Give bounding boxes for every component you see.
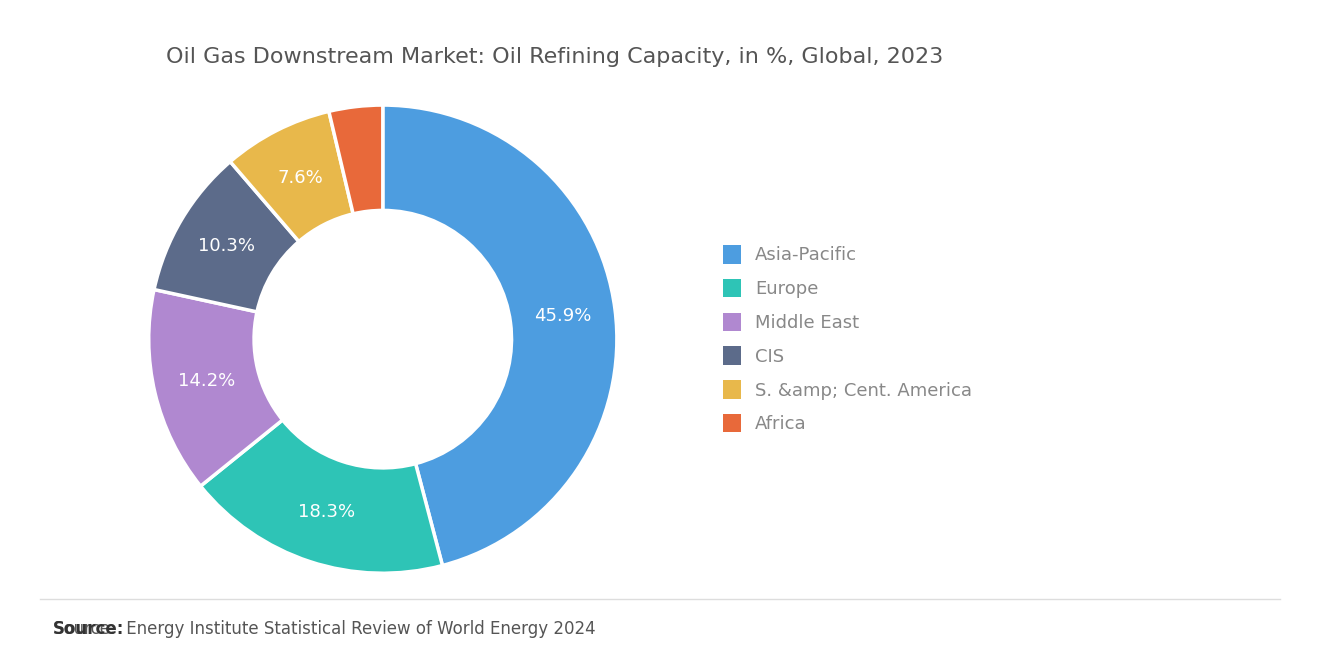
Text: 45.9%: 45.9%	[535, 307, 591, 325]
Wedge shape	[383, 105, 616, 565]
Wedge shape	[201, 420, 442, 573]
Text: Source:  Energy Institute Statistical Review of World Energy 2024: Source: Energy Institute Statistical Rev…	[53, 620, 595, 638]
Text: Oil Gas Downstream Market: Oil Refining Capacity, in %, Global, 2023: Oil Gas Downstream Market: Oil Refining …	[166, 47, 942, 66]
Wedge shape	[329, 105, 383, 214]
Text: 18.3%: 18.3%	[297, 503, 355, 521]
Wedge shape	[230, 111, 354, 241]
Text: 14.2%: 14.2%	[178, 372, 235, 390]
Text: Source:: Source:	[53, 620, 124, 638]
Text: 7.6%: 7.6%	[277, 168, 323, 186]
Wedge shape	[149, 289, 282, 486]
Wedge shape	[154, 162, 298, 312]
Legend: Asia-Pacific, Europe, Middle East, CIS, S. &amp; Cent. America, Africa: Asia-Pacific, Europe, Middle East, CIS, …	[714, 236, 981, 442]
Text: 10.3%: 10.3%	[198, 237, 256, 255]
